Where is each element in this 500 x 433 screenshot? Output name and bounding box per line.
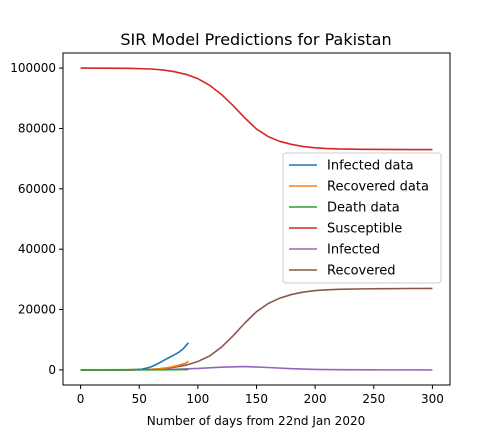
chart-title: SIR Model Predictions for Pakistan	[120, 30, 391, 49]
y-tick-label: 100000	[10, 61, 56, 75]
y-tick-label: 80000	[18, 121, 56, 135]
legend-label: Infected data	[327, 159, 414, 174]
legend-box	[282, 152, 442, 284]
x-tick-label: 200	[304, 392, 327, 406]
y-tick-label: 40000	[18, 242, 56, 256]
legend-label: Death data	[327, 201, 400, 216]
y-tick-label: 0	[48, 363, 56, 377]
series-line-infected-data	[80, 342, 190, 371]
x-tick-label: 100	[186, 392, 209, 406]
y-tick-label: 60000	[18, 182, 56, 196]
x-tick-label: 250	[362, 392, 385, 406]
legend-label: Infected	[327, 243, 380, 258]
series-line-susceptible	[80, 67, 433, 151]
legend-label: Recovered data	[327, 180, 429, 195]
legend-label: Susceptible	[327, 222, 402, 237]
x-tick-label: 0	[77, 392, 85, 406]
legend: Infected data Recovered data Death data Sus…	[282, 152, 442, 284]
x-axis-label: Number of days from 22nd Jan 2020	[147, 414, 365, 428]
series-line-recovered	[80, 287, 433, 371]
y-tick-label: 20000	[18, 303, 56, 317]
x-tick-label: 50	[132, 392, 147, 406]
legend-label: Recovered	[327, 264, 396, 279]
x-tick-label: 150	[245, 392, 268, 406]
plot-area	[80, 67, 433, 371]
axis-ticks: 0 50 100 150 200 250 300 0 20000 40000 60000 80000 1…	[10, 61, 444, 406]
x-tick-label: 300	[421, 392, 444, 406]
